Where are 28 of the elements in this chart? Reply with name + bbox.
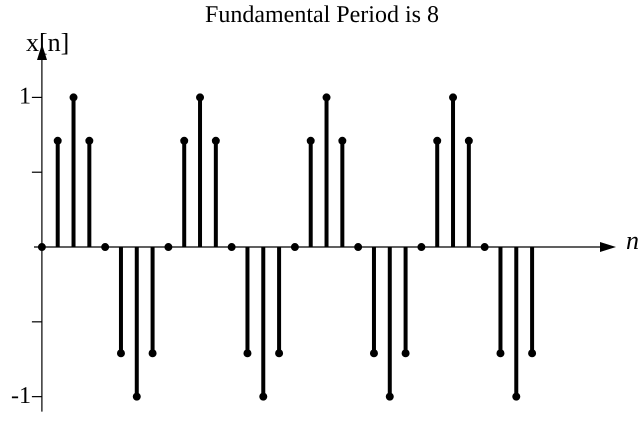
point [512,392,520,401]
point [449,93,458,102]
point [370,349,378,358]
point [212,136,220,145]
point [496,349,504,358]
point [322,93,331,102]
point [70,93,78,102]
point [243,349,252,358]
point [338,136,346,145]
point [464,136,473,145]
point [132,392,141,401]
point [306,136,315,145]
y-tick-label: -1 [10,382,31,409]
chart-title: Fundamental Period is 8 [204,2,440,29]
point [85,136,94,145]
point [402,349,410,358]
point [528,349,536,358]
point [54,136,62,145]
point [433,136,442,145]
point [180,136,188,145]
point [116,349,125,358]
point [259,392,268,401]
x-axis-title: n [626,226,639,256]
point [196,93,204,102]
point [386,392,394,401]
point [148,349,157,358]
y-tick-label: 1 [18,84,31,110]
point [275,349,284,358]
